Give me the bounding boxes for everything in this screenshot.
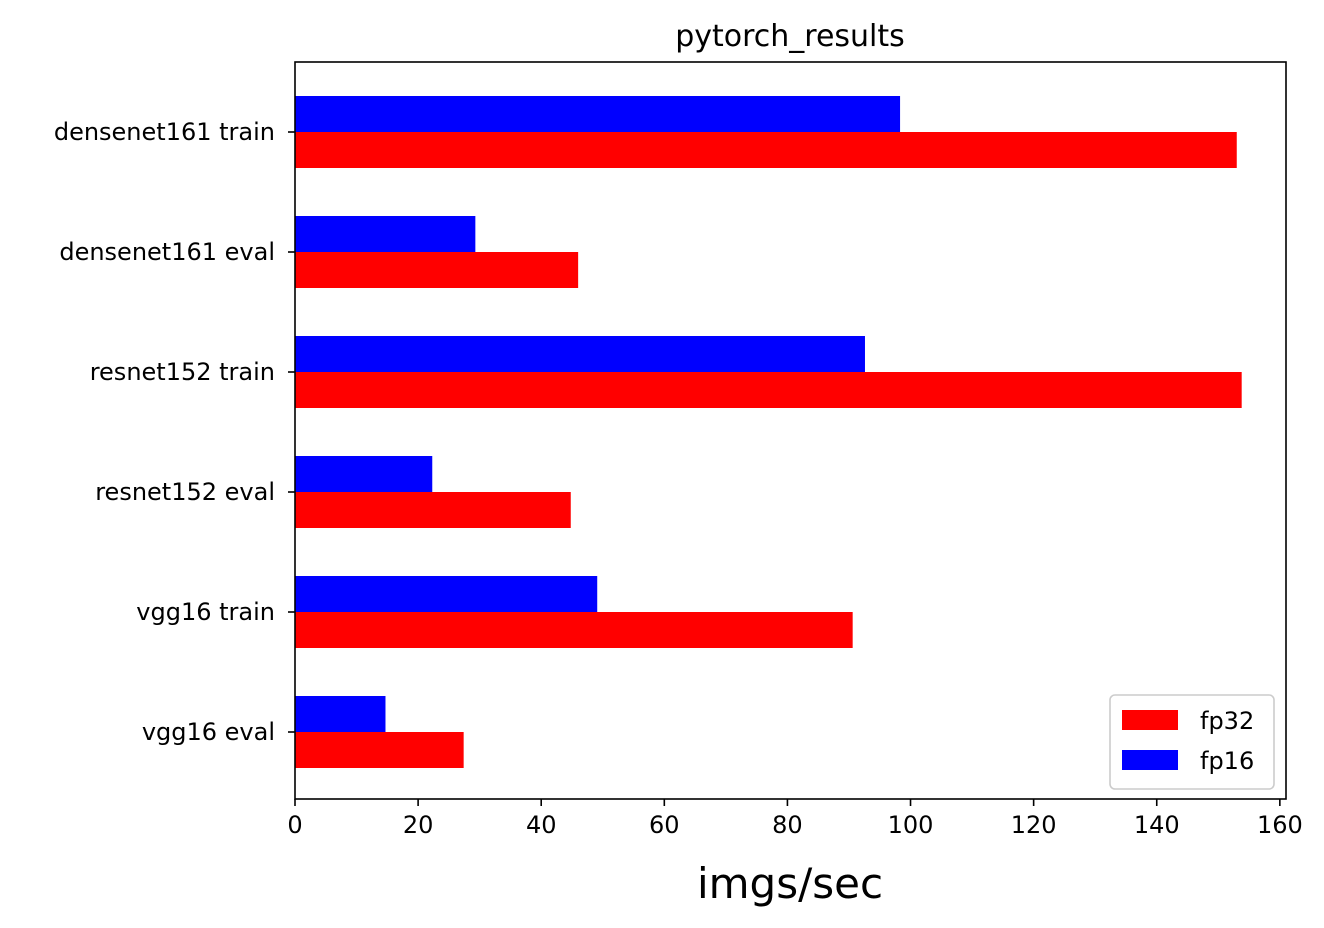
bar-fp16	[295, 576, 598, 612]
x-tick-label: 0	[287, 811, 302, 839]
x-tick-label: 20	[403, 811, 434, 839]
x-tick-label: 40	[526, 811, 557, 839]
bar-fp16	[295, 96, 901, 132]
bar-fp16	[295, 696, 386, 732]
y-tick-label: vgg16 train	[136, 598, 275, 626]
bar-fp16	[295, 456, 433, 492]
bar-fp32	[295, 612, 853, 648]
x-axis: 0 20 40 60 80 100 120 140 160	[287, 799, 1303, 839]
bar-fp32	[295, 132, 1237, 168]
x-tick-label: 60	[649, 811, 680, 839]
x-axis-label: imgs/sec	[697, 859, 883, 908]
x-tick-label: 160	[1257, 811, 1303, 839]
y-tick-label: resnet152 train	[90, 358, 275, 386]
x-tick-label: 140	[1134, 811, 1180, 839]
x-tick-label: 100	[888, 811, 934, 839]
bar-fp16	[295, 216, 476, 252]
bars-layer	[295, 96, 1242, 768]
legend-swatch-fp32	[1122, 710, 1178, 730]
legend-label-fp16: fp16	[1200, 747, 1254, 775]
bar-fp32	[295, 492, 571, 528]
bar-fp32	[295, 732, 464, 768]
y-tick-label: resnet152 eval	[95, 478, 275, 506]
x-tick-label: 80	[772, 811, 803, 839]
bar-fp16	[295, 336, 865, 372]
chart-title: pytorch_results	[675, 19, 905, 54]
y-tick-label: vgg16 eval	[142, 718, 275, 746]
bar-fp32	[295, 372, 1242, 408]
bar-fp32	[295, 252, 579, 288]
legend: fp32 fp16	[1109, 694, 1275, 790]
y-axis: densenet161 train densenet161 eval resnet1…	[54, 118, 295, 746]
legend-label-fp32: fp32	[1200, 707, 1254, 735]
plot-frame	[294, 61, 1287, 800]
legend-swatch-fp16	[1122, 750, 1178, 770]
y-tick-label: densenet161 train	[54, 118, 275, 146]
y-tick-label: densenet161 eval	[59, 238, 275, 266]
x-tick-label: 120	[1011, 811, 1057, 839]
